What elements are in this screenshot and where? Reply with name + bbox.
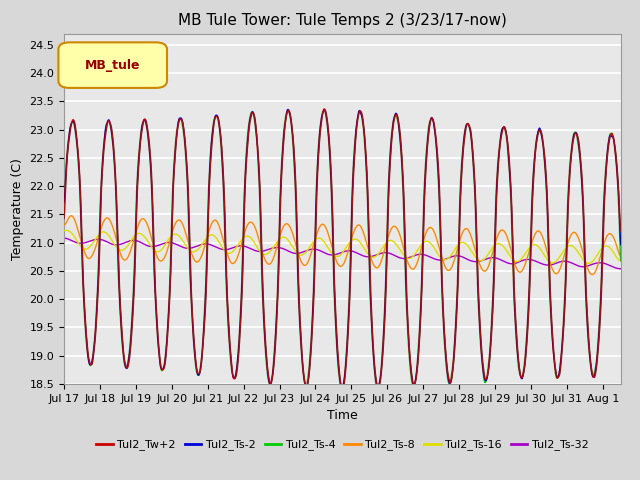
- Title: MB Tule Tower: Tule Temps 2 (3/23/17-now): MB Tule Tower: Tule Temps 2 (3/23/17-now…: [178, 13, 507, 28]
- Text: MB_tule: MB_tule: [85, 59, 141, 72]
- Y-axis label: Temperature (C): Temperature (C): [11, 158, 24, 260]
- FancyBboxPatch shape: [58, 42, 167, 88]
- X-axis label: Time: Time: [327, 409, 358, 422]
- Legend: Tul2_Tw+2, Tul2_Ts-2, Tul2_Ts-4, Tul2_Ts-8, Tul2_Ts-16, Tul2_Ts-32: Tul2_Tw+2, Tul2_Ts-2, Tul2_Ts-4, Tul2_Ts…: [92, 435, 593, 455]
